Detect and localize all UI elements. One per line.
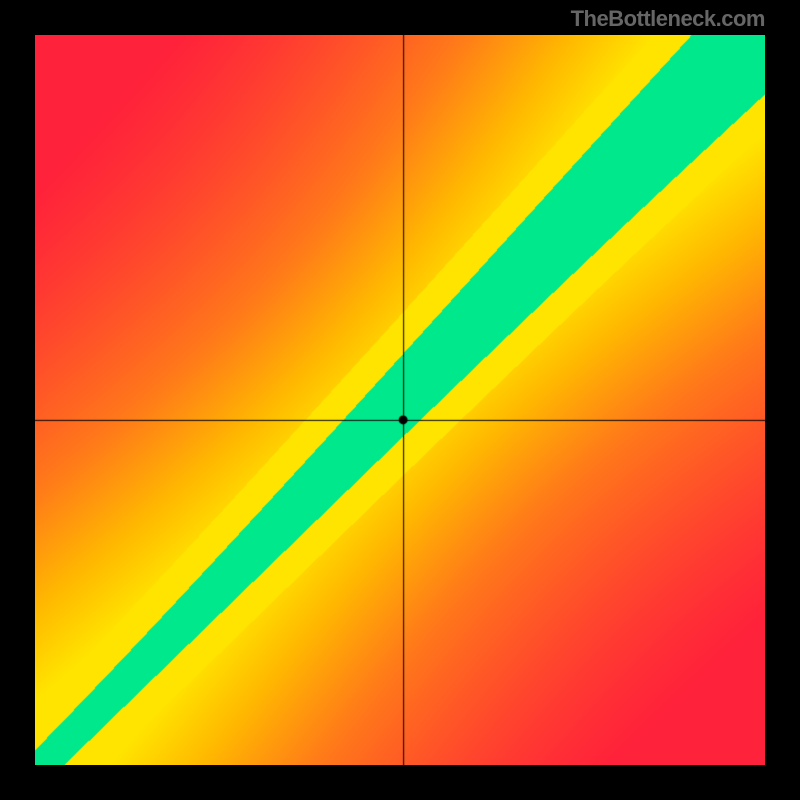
watermark-text: TheBottleneck.com bbox=[571, 6, 765, 32]
chart-frame: TheBottleneck.com bbox=[0, 0, 800, 800]
bottleneck-heatmap bbox=[35, 35, 765, 765]
